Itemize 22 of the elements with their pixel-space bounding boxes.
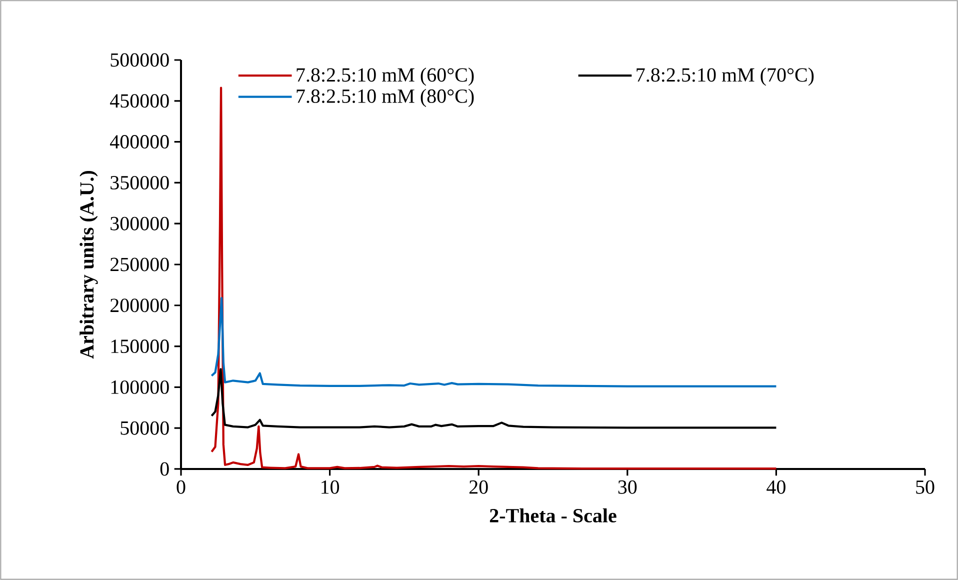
legend-label: 7.8:2.5:10 mM (60°C) — [296, 68, 474, 86]
y-tick-label: 0 — [160, 462, 169, 476]
y-tick-label: 400000 — [110, 135, 169, 149]
y-tick-label: 50000 — [120, 421, 169, 435]
y-axis-title: Arbitrary units (A.U.) — [80, 170, 98, 359]
y-tick-label: 300000 — [110, 216, 169, 230]
x-tick-label: 20 — [469, 480, 488, 494]
x-tick-label: 0 — [176, 480, 186, 494]
legend-label: 7.8:2.5:10 mM (80°C) — [296, 88, 474, 107]
y-tick-label: 250000 — [110, 258, 169, 272]
y-tick-label: 100000 — [111, 380, 169, 394]
x-tick-label: 10 — [322, 480, 340, 494]
y-tick-label: 200000 — [110, 298, 169, 312]
legend-label: 7.8:2.5:10 mM (70°C) — [636, 68, 814, 86]
y-tick-label: 500000 — [110, 53, 169, 67]
y-tick-label: 150000 — [111, 340, 169, 354]
y-tick-label: 350000 — [110, 176, 169, 190]
x-tick-label: 40 — [766, 480, 786, 494]
x-tick-label: 30 — [618, 480, 637, 494]
x-tick-label: 50 — [916, 480, 934, 494]
x-axis-title: 2-Theta - Scale — [490, 508, 616, 522]
y-tick-label: 450000 — [110, 94, 169, 108]
